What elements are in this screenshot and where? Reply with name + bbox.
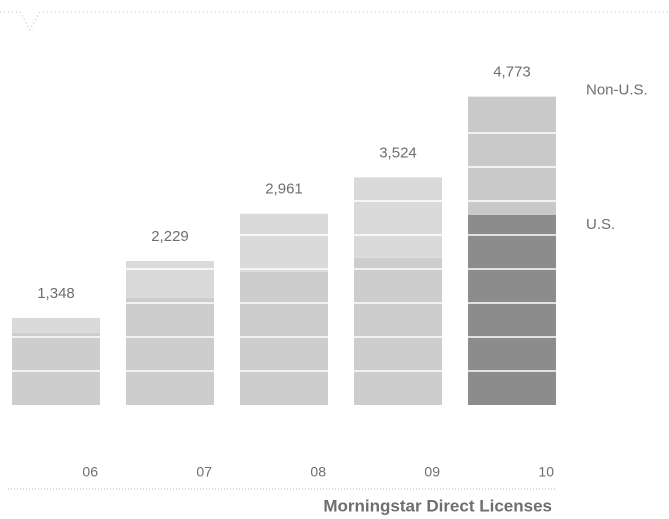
legend-label: U.S. (586, 216, 615, 233)
total-label: 2,229 (151, 228, 189, 245)
total-label: 2,961 (265, 181, 303, 198)
legend-label: Non-U.S. (586, 82, 648, 99)
bar-segment (354, 177, 442, 258)
bar-segment (468, 214, 556, 405)
x-tick-label: 10 (538, 464, 554, 480)
x-tick-label: 06 (82, 464, 98, 480)
x-axis-label: Morningstar Direct Licenses (323, 496, 552, 515)
total-label: 1,348 (37, 285, 75, 302)
bar-segment (12, 317, 100, 333)
x-tick-label: 09 (424, 464, 440, 480)
bar-segment (354, 257, 442, 405)
x-tick-label: 08 (310, 464, 326, 480)
bar-segment (240, 213, 328, 272)
top-rule (0, 11, 669, 32)
bar-segment (468, 96, 556, 215)
bar-segment (12, 332, 100, 405)
bar-segment (126, 297, 214, 405)
total-label: 3,524 (379, 144, 417, 161)
bar-segment (240, 271, 328, 405)
x-tick-label: 07 (196, 464, 212, 480)
bar-segment (126, 261, 214, 298)
total-label: 4,773 (493, 64, 531, 81)
